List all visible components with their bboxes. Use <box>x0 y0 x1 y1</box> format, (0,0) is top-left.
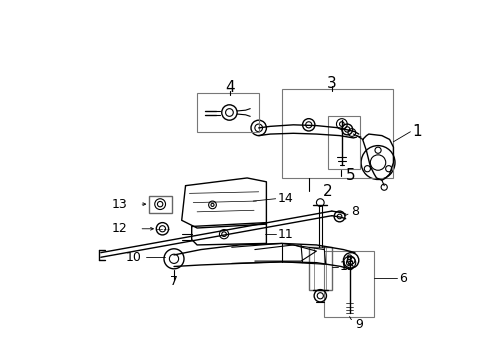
Text: 1: 1 <box>412 124 422 139</box>
Bar <box>313 247 326 289</box>
Text: 10: 10 <box>125 251 142 264</box>
Bar <box>281 89 393 178</box>
Text: 8: 8 <box>350 204 358 217</box>
Text: 9: 9 <box>354 318 362 331</box>
Bar <box>324 251 373 316</box>
Text: 13: 13 <box>112 198 127 211</box>
Text: 3: 3 <box>326 76 336 91</box>
Bar <box>148 195 171 213</box>
Text: 5: 5 <box>345 168 355 183</box>
Bar <box>197 93 258 132</box>
Text: 2: 2 <box>323 184 332 198</box>
Text: 14: 14 <box>277 192 293 205</box>
Text: 7: 7 <box>170 275 178 288</box>
Text: 15: 15 <box>339 260 355 273</box>
Text: 12: 12 <box>112 222 127 235</box>
Bar <box>327 116 360 169</box>
Text: 4: 4 <box>225 80 235 95</box>
Text: 6: 6 <box>398 271 406 284</box>
Bar <box>308 247 331 289</box>
Text: 11: 11 <box>277 228 293 240</box>
